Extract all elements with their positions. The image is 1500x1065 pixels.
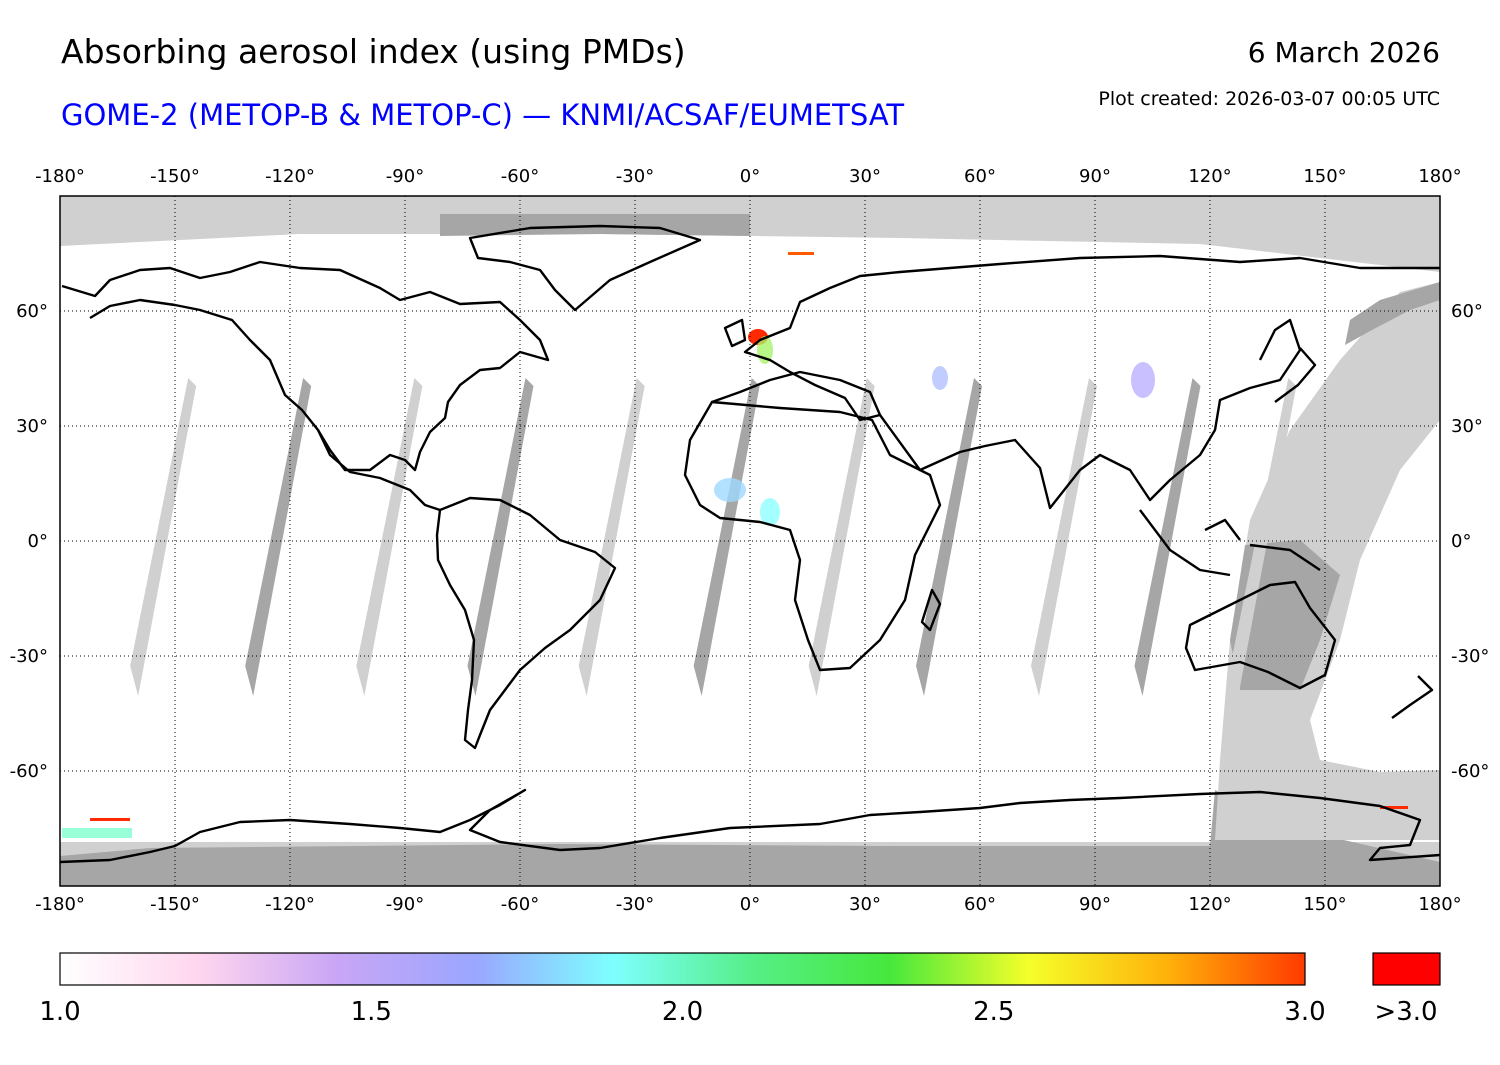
- lon-tick-label-bottom: 150°: [1303, 894, 1346, 915]
- lon-tick-label-top: -90°: [386, 166, 424, 187]
- coast-south-america: [435, 496, 617, 750]
- coast-indonesia: [1139, 509, 1321, 577]
- lon-tick-label-top: 30°: [849, 166, 881, 187]
- aerosol-patch-antarctic-east: [1380, 806, 1408, 809]
- aerosol-patch-china: [1131, 362, 1155, 398]
- lat-tick-label-right: -30°: [1451, 646, 1489, 667]
- orbit-gap-swath: [916, 378, 982, 696]
- orbit-gap-swath: [578, 378, 645, 696]
- coast-asia: [879, 254, 1440, 510]
- lon-tick-label-top: -60°: [501, 166, 539, 187]
- map-body: [60, 196, 1440, 886]
- lon-tick-label-top: -30°: [616, 166, 654, 187]
- lat-tick-label-left: -30°: [10, 646, 48, 667]
- orbit-gap-swath: [808, 378, 875, 696]
- lon-tick-label-top: -150°: [150, 166, 200, 187]
- coast-japan: [1274, 347, 1317, 403]
- colorbar-tick-label: 1.5: [351, 997, 392, 1027]
- plot-created-timestamp: Plot created: 2026-03-07 00:05 UTC: [1098, 88, 1440, 110]
- coast-australia: [1184, 580, 1337, 690]
- coast-africa: [683, 400, 942, 672]
- coast-british-isles: [723, 318, 747, 348]
- lat-tick-label-left: 0°: [28, 531, 48, 552]
- aerosol-patch-westafrica: [760, 498, 780, 526]
- orbit-gap-swath: [130, 378, 197, 696]
- colorbar-tick-label: 2.5: [973, 997, 1014, 1027]
- orbit-gap-swath: [1230, 378, 1297, 696]
- lon-tick-label-top: 90°: [1079, 166, 1111, 187]
- lon-tick-label-top: 60°: [964, 166, 996, 187]
- aerosol-patch-arctic: [788, 252, 814, 255]
- orbit-gap-swath: [1031, 378, 1097, 696]
- lon-tick-label-bottom: 0°: [740, 894, 760, 915]
- lat-tick-label-right: 60°: [1451, 301, 1483, 322]
- map-title: Absorbing aerosol index (using PMDs): [61, 32, 686, 71]
- coastlines: [60, 224, 1440, 864]
- lat-tick-label-right: 0°: [1451, 531, 1471, 552]
- lon-tick-label-bottom: -180°: [35, 894, 85, 915]
- lat-tick-label-left: 30°: [16, 416, 48, 437]
- lat-tick-label-right: -60°: [1451, 761, 1489, 782]
- aerosol-patch-sahara: [714, 478, 746, 502]
- latitude-ticks-left: 60° 30° 0° -30° -60°: [10, 301, 48, 782]
- aerosol-patch-caspian: [932, 366, 948, 390]
- longitude-ticks-bottom: -180° -150° -120° -90° -60° -30° 0° 30° 60° 90° 12…: [35, 894, 1462, 915]
- lon-tick-label-bottom: 90°: [1079, 894, 1111, 915]
- colorbar-tick-label: 3.0: [1284, 997, 1325, 1027]
- lat-tick-label-left: -60°: [10, 761, 48, 782]
- map-date: 6 March 2026: [1247, 36, 1440, 69]
- coast-new-zealand: [1391, 675, 1434, 719]
- coast-madagascar: [920, 588, 942, 632]
- aerosol-signal-patches: [62, 252, 1408, 838]
- lon-tick-label-top: 120°: [1188, 166, 1231, 187]
- colorbar-over-box: [1372, 952, 1441, 986]
- orbit-gap-swath: [1134, 378, 1201, 696]
- lon-tick-label-bottom: 120°: [1188, 894, 1231, 915]
- orbit-gap-swaths: [130, 378, 1297, 696]
- lat-tick-label-left: 60°: [16, 301, 48, 322]
- lon-tick-label-bottom: -30°: [616, 894, 654, 915]
- orbit-gap-swath: [356, 378, 423, 696]
- orbit-gap-swath: [693, 378, 760, 696]
- coast-europe: [711, 262, 1001, 422]
- colorbar: [59, 952, 1306, 986]
- lon-tick-label-top: -120°: [265, 166, 315, 187]
- latitude-ticks-right: 60° 30° 0° -30° -60°: [1451, 301, 1489, 782]
- lon-tick-label-bottom: 180°: [1418, 894, 1461, 915]
- night-antarctic-band: [60, 790, 1440, 886]
- lon-tick-label-top: -180°: [35, 166, 85, 187]
- lon-tick-label-top: 180°: [1418, 166, 1461, 187]
- lon-tick-label-bottom: -60°: [501, 894, 539, 915]
- map-gridlines: [60, 196, 1440, 886]
- aerosol-patch-antarctic-west: [62, 828, 132, 838]
- colorbar-labels: 1.0 1.5 2.0 2.5 3.0: [39, 997, 1325, 1027]
- orbit-gap-swath: [467, 378, 534, 696]
- lon-tick-label-top: 0°: [740, 166, 760, 187]
- lon-tick-label-bottom: 60°: [964, 894, 996, 915]
- no-data-pacific-sector: [1215, 282, 1440, 840]
- coast-antarctica: [60, 788, 1440, 864]
- lon-tick-label-top: 150°: [1303, 166, 1346, 187]
- night-pacific-wedge: [1345, 282, 1440, 345]
- aerosol-patch-antarctic-red: [90, 818, 130, 821]
- colorbar-tick-label: 2.0: [662, 997, 703, 1027]
- coast-central-america: [316, 429, 441, 512]
- colorbar-over-label: >3.0: [1374, 997, 1437, 1027]
- lon-tick-label-bottom: 30°: [849, 894, 881, 915]
- lon-tick-label-bottom: -150°: [150, 894, 200, 915]
- coast-greenland: [468, 224, 702, 312]
- map-frame-border: [59, 195, 1441, 887]
- orbit-gap-swath: [245, 378, 312, 696]
- longitude-ticks-top: -180° -150° -120° -90° -60° -30° 0° 30° 60° 90° 12…: [35, 166, 1462, 187]
- coast-north-america: [61, 260, 550, 472]
- lon-tick-label-bottom: -90°: [386, 894, 424, 915]
- lat-tick-label-right: 30°: [1451, 416, 1483, 437]
- map-subtitle: GOME-2 (METOP-B & METOP-C) — KNMI/ACSAF/…: [61, 98, 905, 132]
- colorbar-tick-label: 1.0: [39, 997, 80, 1027]
- lon-tick-label-bottom: -120°: [265, 894, 315, 915]
